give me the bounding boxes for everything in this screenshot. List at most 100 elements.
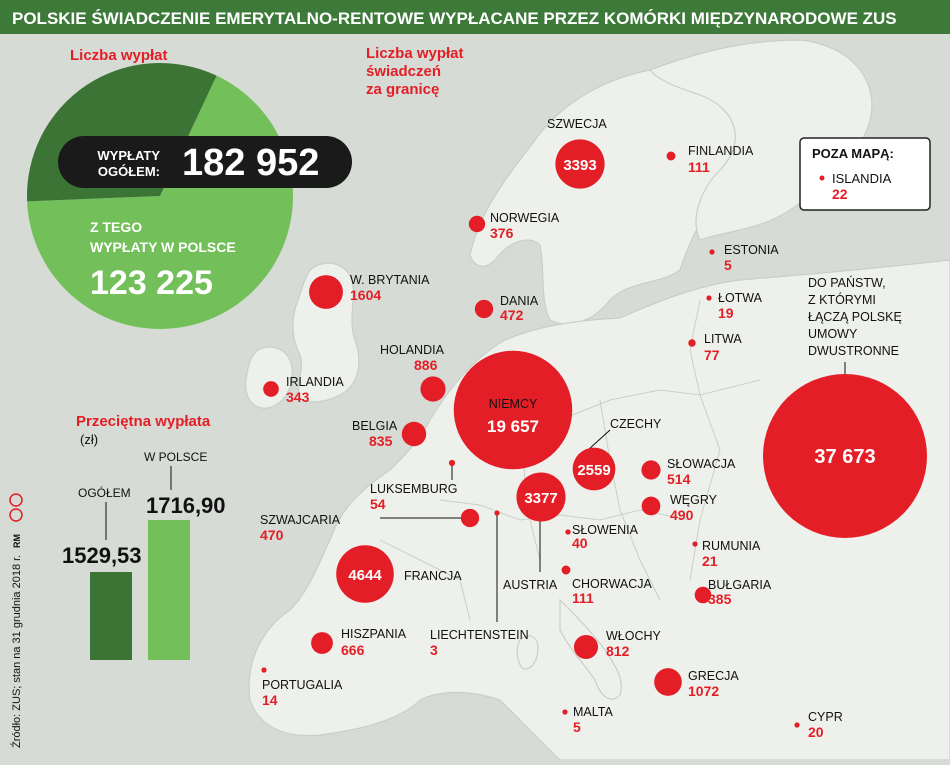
bar-unit: (zł): [80, 432, 98, 447]
bar-ogolem: [90, 572, 132, 660]
bubble-belgia: [401, 421, 427, 447]
poland-value: 123 225: [90, 264, 213, 302]
press-icon: [9, 493, 23, 507]
source-note: Źródło: ZUS; stan na 31 grudnia 2018 r.: [10, 555, 23, 748]
country-value-norwegia: 376: [490, 225, 514, 241]
country-name-austria: AUSTRIA: [503, 578, 558, 592]
bar-chart: Przeciętna wypłata (zł) OGÓŁEM W POLSCE …: [62, 413, 226, 660]
offmap-title: POZA MAPĄ:: [812, 146, 894, 161]
country-name-liechtenstein: LIECHTENSTEIN: [430, 628, 529, 642]
sardinia-shape: [516, 635, 539, 670]
bilateral-line2: Z KTÓRYMI: [808, 292, 876, 307]
bubble-layer: [261, 139, 927, 728]
bubble-estonia: [709, 249, 715, 255]
country-value-rumunia: 21: [702, 553, 718, 569]
bubble-chorwacja: [561, 565, 571, 575]
bilateral-line3: ŁĄCZĄ POLSKĘ: [808, 310, 902, 324]
bubble-wegry: [641, 496, 661, 516]
map-heading-line3: za granicę: [366, 81, 439, 98]
country-value-hiszpania: 666: [341, 642, 365, 658]
bar-value-w-polsce: 1716,90: [146, 493, 226, 518]
country-value-slowenia: 40: [572, 535, 588, 551]
country-value-w-brytania: 1604: [350, 287, 381, 303]
country-name-czechy: CZECHY: [610, 417, 662, 431]
country-name-finlandia: FINLANDIA: [688, 144, 754, 158]
country-name-rumunia: RUMUNIA: [702, 539, 761, 553]
map-heading-line2: świadczeń: [366, 63, 441, 80]
offmap-box: POZA MAPĄ: ISLANDIA 22: [799, 137, 931, 211]
page-title: POLSKIE ŚWIADCZENIE EMERYTALNO-RENTOWE W…: [12, 9, 897, 28]
country-name-wegry: WĘGRY: [670, 493, 718, 507]
bubble-w-brytania: [309, 275, 343, 309]
country-name-dania: DANIA: [500, 294, 539, 308]
total-value: 182 952: [182, 142, 319, 184]
country-name-szwajcaria: SZWAJCARIA: [260, 513, 341, 527]
bubble-szwecja: [555, 139, 605, 189]
country-name-bulgaria: BUŁGARIA: [708, 578, 772, 592]
bubble-szwajcaria: [460, 508, 480, 528]
total-label-line1: WYPŁATY: [97, 148, 160, 163]
country-name-niemcy: NIEMCY: [489, 397, 538, 411]
bilateral-line4: UMOWY: [808, 327, 858, 341]
bubble-wlochy: [573, 634, 599, 660]
country-value-estonia: 5: [724, 257, 732, 273]
offmap-value: 22: [832, 186, 848, 202]
country-name-litwa: LITWA: [704, 332, 742, 346]
country-value-grecja: 1072: [688, 683, 719, 699]
bilateral-line5: DWUSTRONNE: [808, 344, 899, 358]
country-name-w-brytania: W. BRYTANIA: [350, 273, 430, 287]
country-value-bulgaria: 385: [708, 591, 732, 607]
continent-shape: [248, 259, 950, 761]
poland-label-line2: WYPŁATY W POLSCE: [90, 239, 236, 255]
country-value-niemcy: 19 657: [487, 417, 539, 436]
country-value-holandia: 886: [414, 357, 438, 373]
country-value-czechy: 2559: [577, 462, 610, 479]
bar-heading: Przeciętna wypłata: [76, 413, 211, 430]
country-name-szwecja: SZWECJA: [547, 117, 607, 131]
bubble-slowacja: [641, 460, 661, 480]
bubble-value-bilateral: 37 673: [814, 446, 875, 468]
country-name-holandia: HOLANDIA: [380, 343, 445, 357]
credit-label: RM: [12, 534, 22, 548]
country-value-austria: 3377: [524, 490, 557, 507]
bubble-finlandia: [666, 151, 676, 161]
ireland-shape: [245, 346, 293, 409]
bubble-luksemburg: [448, 459, 456, 467]
bubble-litwa: [688, 339, 696, 347]
bubble-malta: [562, 709, 568, 715]
bubble-norwegia: [468, 215, 486, 233]
country-value-wlochy: 812: [606, 643, 630, 659]
country-value-finlandia: 111: [688, 159, 710, 175]
country-name-lotwa: ŁOTWA: [718, 291, 763, 305]
bilateral-line1: DO PAŃSTW,: [808, 275, 886, 290]
bubble-niemcy: [453, 350, 573, 470]
bubble-irlandia: [263, 381, 279, 397]
country-value-luksemburg: 54: [370, 496, 386, 512]
country-value-dania: 472: [500, 307, 524, 323]
country-name-chorwacja: CHORWACJA: [572, 577, 653, 591]
country-name-grecja: GRECJA: [688, 669, 739, 683]
country-name-wlochy: WŁOCHY: [606, 629, 662, 643]
country-name-francja: FRANCJA: [404, 569, 462, 583]
country-name-hiszpania: HISZPANIA: [341, 627, 407, 641]
bubble-hiszpania: [311, 632, 333, 654]
map-heading-line1: Liczba wypłat: [366, 45, 464, 62]
bar-value-ogolem: 1529,53: [62, 543, 142, 568]
header-bar: [0, 0, 950, 34]
country-value-cypr: 20: [808, 724, 824, 740]
bar-label-ogolem: OGÓŁEM: [78, 485, 131, 500]
bubble-grecja: [654, 668, 682, 696]
bilateral-label: DO PAŃSTW, Z KTÓRYMI ŁĄCZĄ POLSKĘ UMOWY …: [808, 275, 902, 416]
country-name-belgia: BELGIA: [352, 419, 398, 433]
bubble-francja: [336, 545, 394, 603]
country-name-luksemburg: LUKSEMBURG: [370, 482, 458, 496]
country-value-litwa: 77: [704, 347, 720, 363]
country-value-slowacja: 514: [667, 471, 691, 487]
offmap-dot: [819, 175, 825, 181]
bar-w-polsce: [148, 520, 190, 660]
country-name-slowenia: SŁOWENIA: [572, 523, 639, 537]
country-name-malta: MALTA: [573, 705, 613, 719]
bubble-austria: [516, 472, 566, 522]
country-value-chorwacja: 111: [572, 590, 594, 606]
